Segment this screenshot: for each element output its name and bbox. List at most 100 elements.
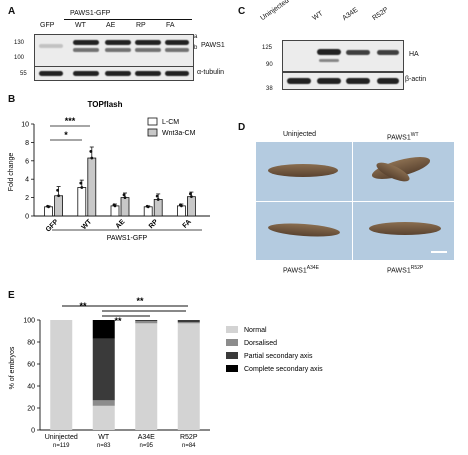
panel-e-count-label: n=84 [182,443,196,449]
panel-e-bar-segment [177,322,200,324]
panel-e-ylabel: % of embryos [9,346,16,389]
panel-e-ytick-label: 20 [27,406,35,413]
panel-e-bar-segment [50,320,73,430]
panel-a-group-line [64,19,192,20]
panel-c-blot-ha [282,40,404,72]
panel-c-letter: C [238,6,246,17]
panel-d-photo-wt [352,141,455,203]
panel-a-mw-130: 130 [14,40,25,46]
panel-d-label-a34e: PAWS1A34E [283,265,319,275]
panel-e-legend-swatch [226,326,238,333]
panel-e-xticks: Uninjected n=119 WT n=83 A34E n=95 R52P n=84 [45,434,198,449]
panel-c-lane-a34e: A34E [341,6,360,23]
panel-a-blot-paws1 [34,34,194,68]
panel-e-bar-segment [92,338,115,401]
panel-b-sig-top: *** [65,116,76,126]
panel-b-xticks: GFP WT AE RP FA [45,218,193,234]
panel-c-mw-90: 90 [266,62,273,68]
panel-b-xtick-label: RP [148,218,160,230]
panel-b-point [122,193,126,197]
panel-b-legend-swatch-wnt [147,128,158,137]
panel-d-label-r52p: PAWS1R52P [387,265,424,275]
panel-b-point [179,203,182,207]
panel-e-xtick-label: R52P [180,434,198,441]
panel-e-count-label: n=119 [53,443,70,449]
panel-e-count-label: n=83 [97,443,111,449]
panel-a-marker-a: a [194,34,198,40]
panel-c-lane-wt: WT [311,10,325,23]
panel-c-lane-uninjected: Uninjected [259,0,291,23]
panel-e-sig-2: ** [79,301,87,311]
panel-a-lane-fa: FA [166,22,175,29]
panel-a-lane-ae: AE [106,22,116,29]
panel-b-point [190,195,193,199]
panel-e-legend-label: Normal [244,327,267,334]
panel-a-label-tubulin: α-tubulin [197,69,225,76]
panel-a-group-label: PAWS1-GFP [70,10,111,17]
panel-d-label-uninjected: Uninjected [283,131,317,138]
panel-b-bar [110,205,120,217]
panel-c-mw-38: 38 [266,86,273,92]
panel-e-bar-segment [135,323,158,430]
panel-b-chart: TOPflash Fold change 0 2 4 6 8 10 GFP WT AE RP FA… [8,100,210,242]
panel-e-legend: Normal Dorsalised Partial secondary axis Co… [226,326,323,373]
panel-d-photo-a34e [255,201,353,261]
panel-e-bar-segment [177,323,200,430]
panel-e-sig-1: ** [136,296,144,306]
panel-b-point [156,198,160,201]
panel-d-photo-uninjected [255,141,353,203]
panel-e-ytick-label: 60 [27,362,35,369]
panel-b-ytick-label: 8 [25,140,29,147]
panel-e-legend-label: Complete secondary axis [244,366,323,373]
panel-e-bar-segment [92,320,115,339]
panel-e-ytick-label: 0 [31,428,35,435]
panel-d-photo-r52p [352,201,455,261]
panel-b-ytick-label: 4 [25,177,29,184]
panel-b-ytick-label: 10 [21,122,29,129]
panel-a-mw-100: 100 [14,55,25,61]
panel-e-chart: % of embryos 0 20 40 60 80 100 Uninjected n=11… [9,296,323,449]
panel-b-sig-bottom: * [64,130,68,140]
panel-b-bar [176,205,186,217]
panel-b-point [89,150,93,153]
panel-b-point [90,156,94,160]
panel-e-bar-segment [135,321,158,324]
panel-b-point [155,194,159,198]
panel-a-lane-rp: RP [136,22,146,29]
panel-b-bar [153,199,163,217]
panel-a-lane-gfp: GFP [40,22,55,29]
panel-b-point [189,192,192,196]
panel-e-xtick-label: Uninjected [45,434,78,441]
panel-c-lane-r52p: R52P [371,6,390,23]
panel-b-legend-lcm: L-CM [162,119,179,126]
panel-b-point [46,204,49,208]
panel-b-point [57,194,60,198]
panel-b-ytick-label: 6 [25,158,29,165]
panel-b-letter: B [8,94,16,105]
panel-e-bars [50,320,200,430]
panel-e-bar-segment [177,320,200,323]
panel-e-count-label: n=95 [139,443,153,449]
panel-b-bar [120,197,130,217]
panel-d-label-wt: PAWS1WT [387,132,419,142]
panel-b-point [123,196,127,199]
panel-e-xtick-label: A34E [138,434,155,441]
panel-c-label-actin: β-actin [405,76,427,83]
panel-e-ytick-label: 100 [23,318,35,325]
panel-e-legend-swatch [226,352,238,359]
panel-a-letter: A [8,6,16,17]
panel-d-letter: D [238,122,246,133]
panel-e-ytick-label: 80 [27,340,35,347]
panel-a-blot-tubulin [34,66,194,81]
panel-c-label-ha: HA [409,51,419,58]
panel-e-letter: E [8,290,15,301]
panel-b-legend-swatch-lcm [147,117,158,126]
panel-b-point [145,204,149,208]
panel-e-legend-label: Dorsalised [244,340,277,347]
panel-e-bar-segment [135,320,158,322]
panel-b-legend-wnt: Wnt3a-CM [162,130,196,137]
panel-b-group-label: PAWS1-GFP [107,235,148,242]
panel-a-lane-wt: WT [75,22,86,29]
panel-b-point [80,186,84,189]
panel-b-xtick-label: GFP [45,218,60,233]
